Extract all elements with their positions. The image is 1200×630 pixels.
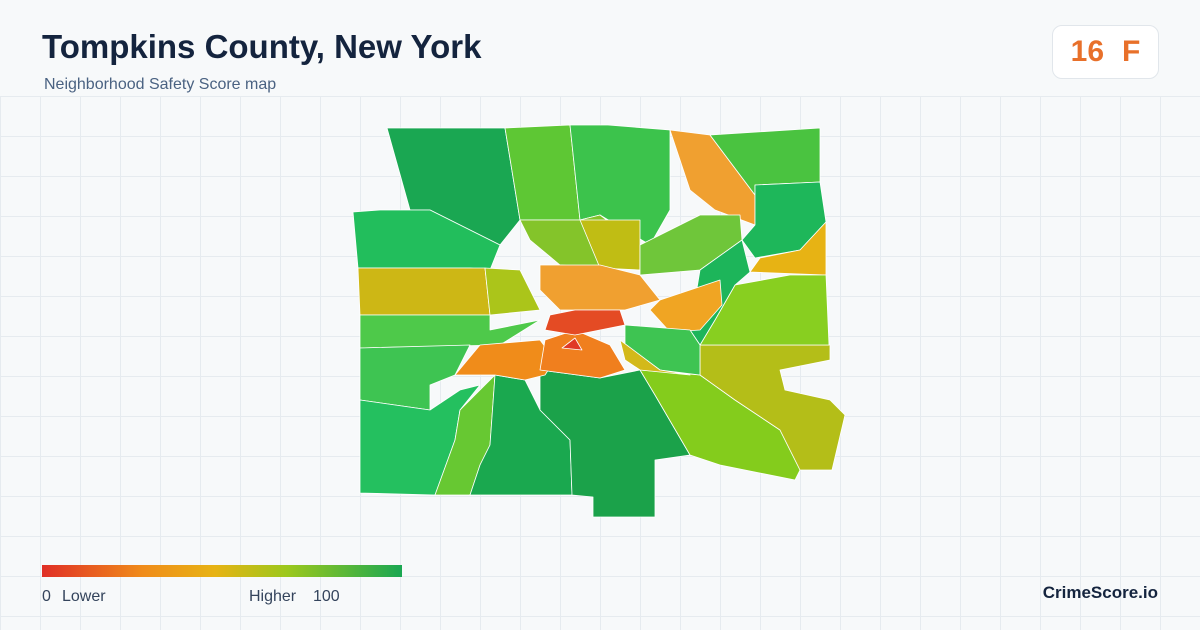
legend-max-label: Higher (249, 588, 297, 605)
region (484, 267, 541, 316)
legend-gradient (42, 565, 402, 577)
score-badge: 16 F (1052, 25, 1159, 79)
subtitle: Neighborhood Safety Score map (44, 76, 277, 93)
brand: CrimeScore.io (1042, 583, 1158, 602)
region (699, 344, 846, 471)
regions (352, 124, 846, 518)
region (741, 181, 827, 259)
region (544, 309, 626, 336)
region (539, 329, 626, 379)
legend-min: 0 (42, 588, 51, 605)
score-grade: F (1122, 35, 1141, 68)
region (749, 221, 827, 276)
region (619, 339, 691, 376)
region (649, 279, 723, 333)
score-value: 16 (1070, 35, 1105, 68)
region (539, 264, 661, 311)
legend-max: 100 (313, 588, 340, 605)
region (357, 267, 491, 316)
legend-min-label: Lower (62, 588, 106, 605)
region (561, 337, 583, 351)
title: Tompkins County, New York (42, 28, 482, 65)
